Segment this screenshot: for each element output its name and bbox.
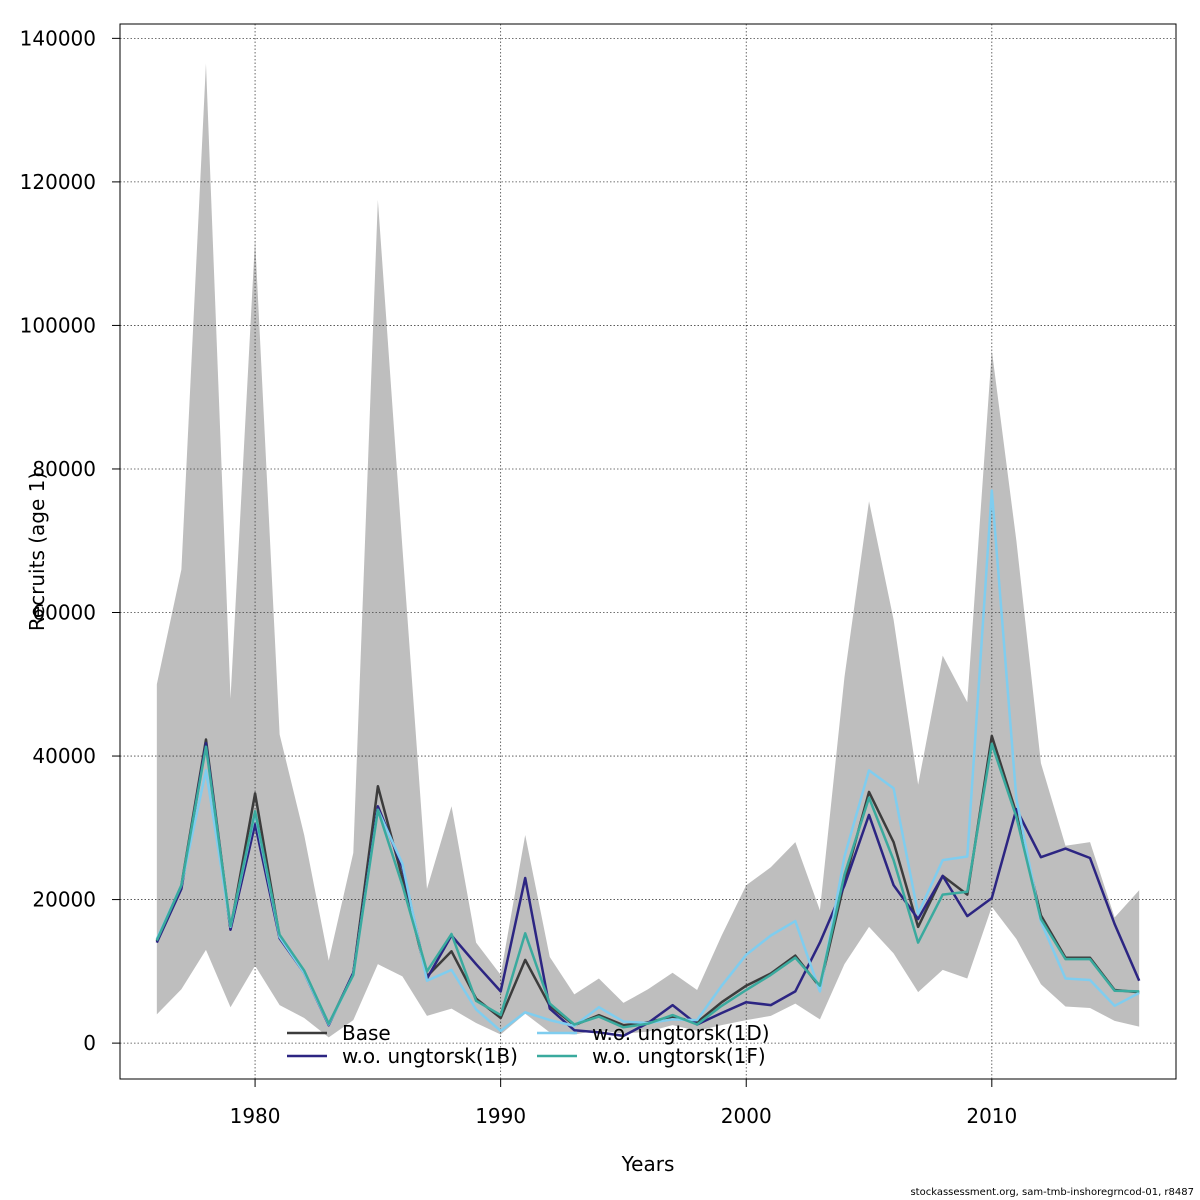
- grid-layer: [120, 24, 1176, 1079]
- x-axis: 1980 1990 2000 2010: [230, 1079, 1017, 1128]
- series-line-4: [155, 742, 1140, 1029]
- y-tick-label: 80000: [32, 457, 96, 481]
- legend-label-2: w.o. ungtorsk(1B): [342, 1044, 518, 1068]
- series-layer: [155, 489, 1141, 1038]
- plot-frame: [119, 23, 1177, 1080]
- y-tick-label: 0: [83, 1031, 96, 1055]
- y-tick-label: 20000: [32, 888, 96, 912]
- y-tick-label: 100000: [20, 313, 96, 337]
- y-axis: 0 20000 40000 60000 80000 100000 120000 140000: [20, 26, 120, 1055]
- y-tick-label: 120000: [20, 170, 96, 194]
- legend-label-3: w.o. ungtorsk(1D): [592, 1021, 770, 1045]
- y-tick-label: 60000: [32, 601, 96, 625]
- y-tick-label: 40000: [32, 744, 96, 768]
- x-tick-label: 1980: [230, 1104, 281, 1128]
- legend-label-1: Base: [342, 1021, 391, 1045]
- legend-label-4: w.o. ungtorsk(1F): [592, 1044, 766, 1068]
- y-tick-label: 140000: [20, 26, 96, 50]
- y-axis-title: Recruits (age 1): [25, 472, 49, 631]
- x-tick-label: 2000: [721, 1104, 772, 1128]
- footer-credit: stockassessment.org, sam-tmb-inshoregrnc…: [910, 1187, 1194, 1198]
- x-axis-title: Years: [621, 1152, 675, 1176]
- x-tick-label: 2010: [966, 1104, 1017, 1128]
- x-tick-label: 1990: [475, 1104, 526, 1128]
